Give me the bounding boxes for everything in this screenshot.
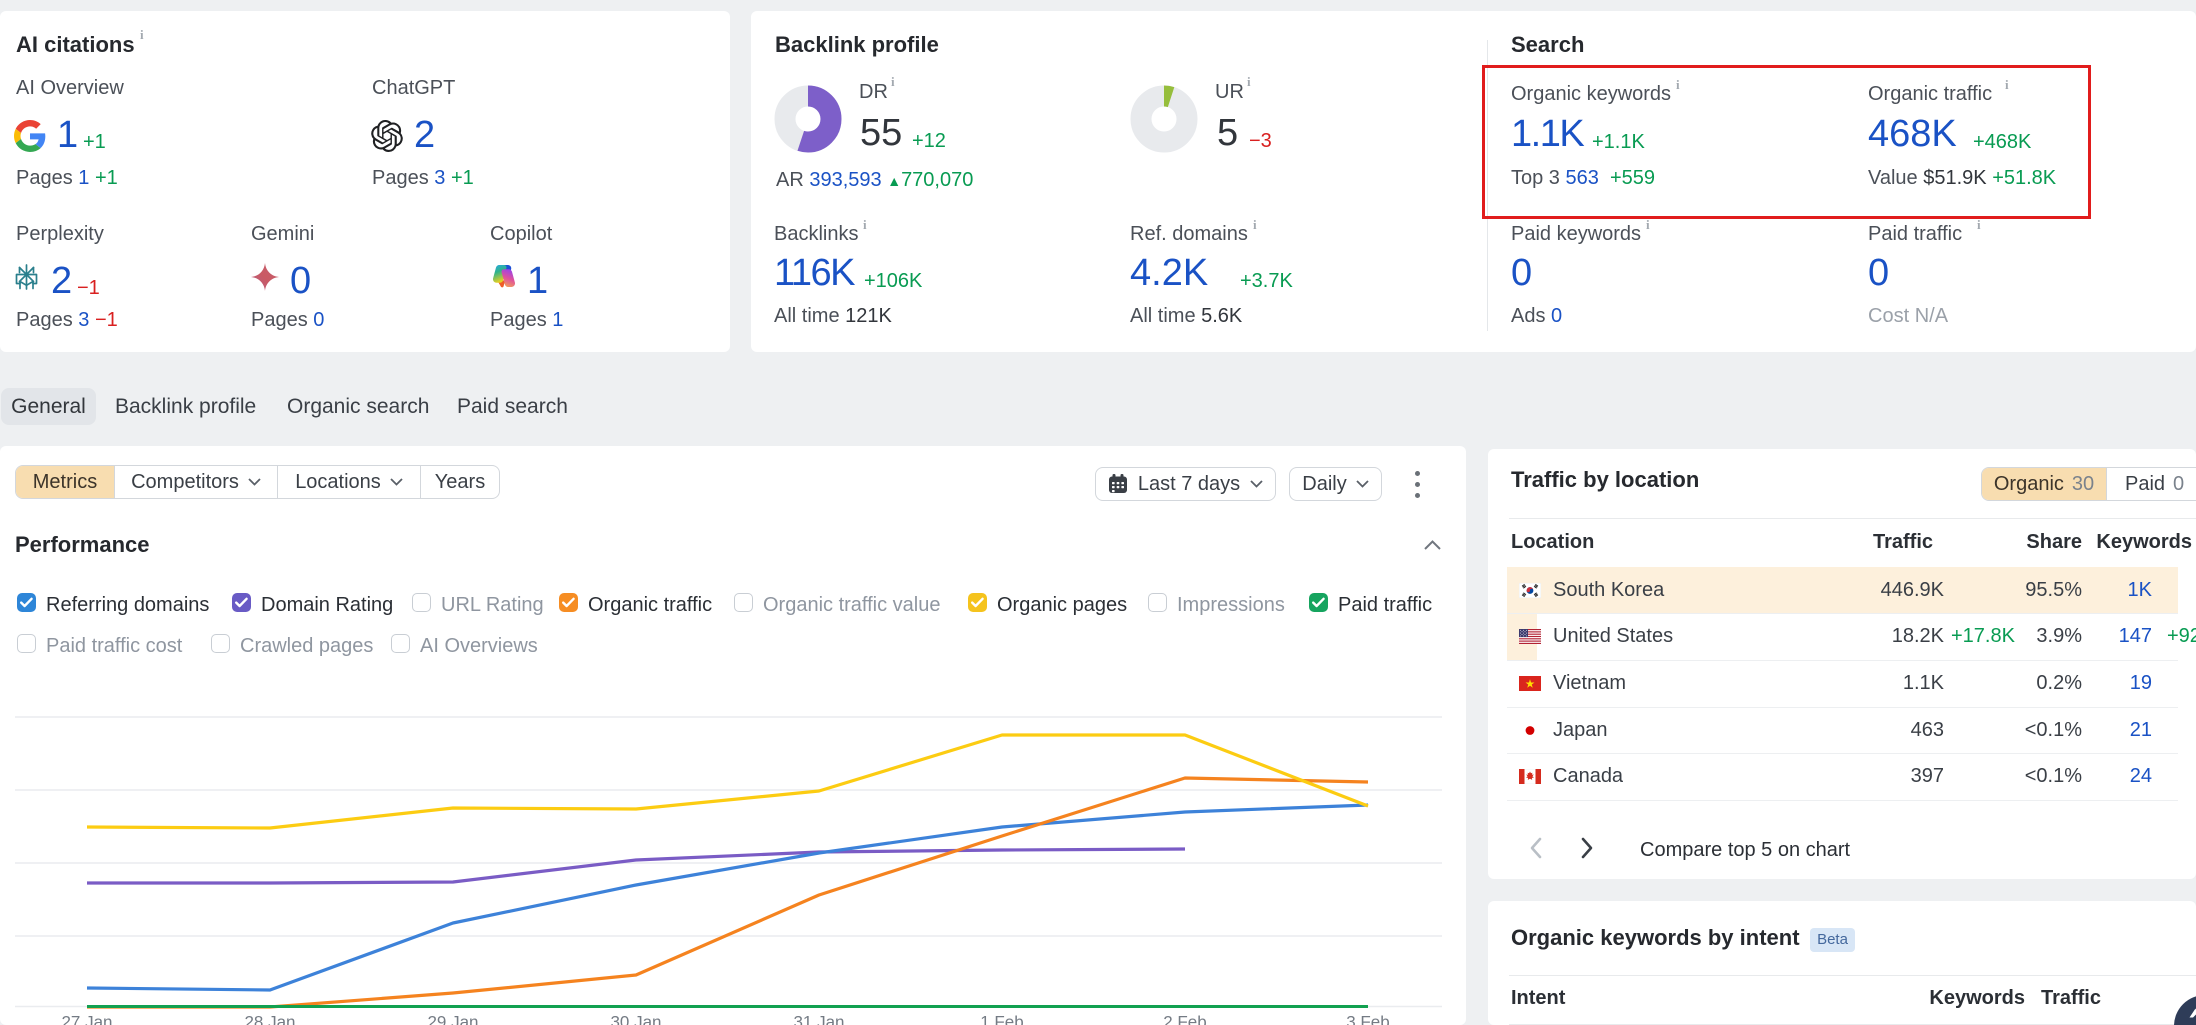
svg-text:1 Feb: 1 Feb — [980, 1013, 1023, 1025]
svg-text:3 Feb: 3 Feb — [1346, 1013, 1389, 1025]
svg-text:31 Jan: 31 Jan — [793, 1013, 844, 1025]
svg-text:29 Jan: 29 Jan — [427, 1013, 478, 1025]
svg-text:2 Feb: 2 Feb — [1163, 1013, 1206, 1025]
svg-text:30 Jan: 30 Jan — [610, 1013, 661, 1025]
svg-text:28 Jan: 28 Jan — [244, 1013, 295, 1025]
svg-text:27 Jan: 27 Jan — [61, 1013, 112, 1025]
